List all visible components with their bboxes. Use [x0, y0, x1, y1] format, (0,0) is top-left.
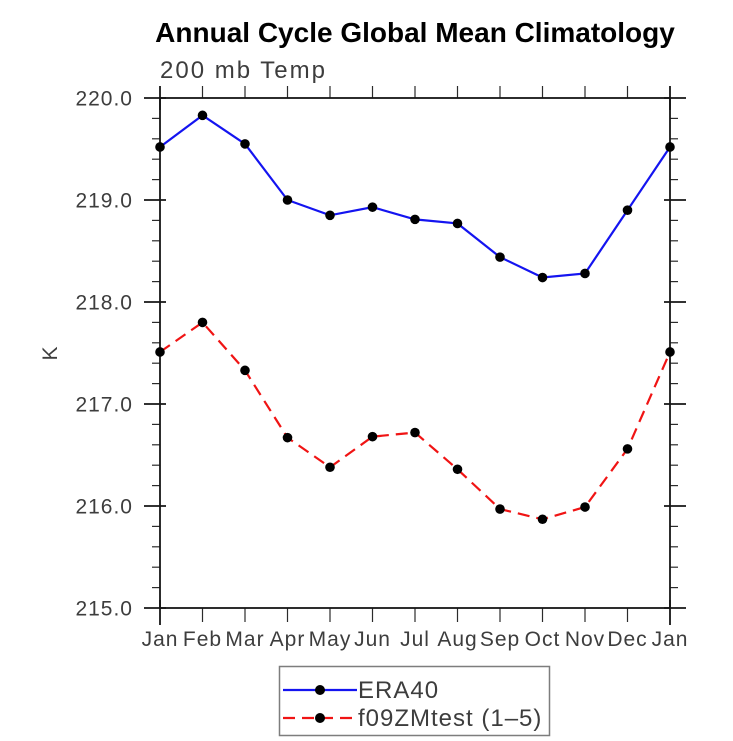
chart-title: Annual Cycle Global Mean Climatology	[155, 17, 675, 48]
data-point	[155, 142, 165, 152]
data-point	[452, 464, 463, 475]
legend-marker-era40	[315, 685, 325, 695]
data-point	[282, 432, 293, 443]
x-tick-label: Apr	[270, 628, 306, 651]
data-point	[367, 431, 378, 442]
data-point	[197, 110, 208, 121]
y-tick-label: 220.0	[75, 88, 133, 111]
x-tick-label: Aug	[437, 628, 477, 651]
data-point	[622, 444, 633, 454]
x-tick-label: Oct	[525, 628, 561, 651]
data-point	[240, 139, 250, 149]
data-point	[197, 317, 208, 328]
data-point	[410, 214, 420, 225]
data-point	[495, 504, 505, 514]
legend: ERA40 f09ZMtest (1–5)	[278, 665, 551, 737]
data-point	[325, 210, 335, 221]
legend-label-era40: ERA40	[358, 677, 439, 704]
data-point	[580, 268, 590, 279]
x-tick-label: Jan	[652, 628, 689, 651]
y-tick-label: 216.0	[75, 496, 133, 519]
chart-subtitle: 200 mb Temp	[160, 57, 327, 84]
data-point	[367, 202, 378, 212]
data-point	[537, 272, 548, 283]
data-point	[155, 347, 165, 357]
data-point	[452, 218, 463, 229]
legend-marker-f09zmtest	[315, 713, 325, 723]
legend-box	[278, 665, 551, 737]
x-tick-label: Jun	[354, 628, 391, 651]
x-tick-label: Mar	[225, 628, 264, 651]
data-point	[537, 514, 548, 525]
data-point	[665, 142, 675, 152]
y-tick-label: 217.0	[75, 394, 133, 417]
y-tick-label: 218.0	[75, 292, 133, 315]
y-axis-label: K	[39, 345, 62, 360]
x-tick-label: Dec	[607, 628, 647, 651]
data-point	[622, 205, 633, 215]
x-tick-label: Jan	[142, 628, 179, 651]
series-line-f09zmtest	[159, 320, 672, 521]
data-point	[580, 502, 590, 512]
x-tick-label: May	[309, 628, 352, 651]
x-tick-label: Jul	[400, 628, 430, 651]
y-tick-label: 219.0	[75, 190, 133, 213]
data-point	[665, 347, 675, 357]
data-point	[282, 195, 293, 205]
x-tick-label: Sep	[480, 628, 520, 651]
series-line-era40	[159, 113, 671, 279]
y-tick-label: 215.0	[75, 598, 133, 621]
data-point	[325, 462, 335, 473]
legend-label-f09zmtest: f09ZMtest (1–5)	[358, 705, 542, 732]
data-point	[410, 427, 420, 438]
x-tick-label: Nov	[565, 628, 605, 651]
plot-box	[159, 97, 671, 609]
data-point	[240, 365, 250, 376]
x-tick-label: Feb	[183, 628, 222, 651]
data-point	[495, 252, 505, 262]
